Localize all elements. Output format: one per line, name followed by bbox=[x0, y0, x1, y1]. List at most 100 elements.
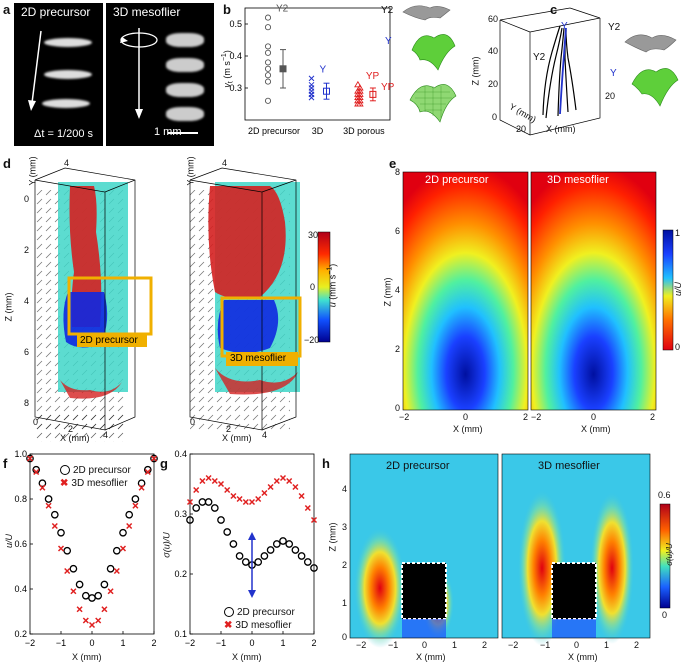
data-point bbox=[293, 485, 298, 490]
d-cbar-label: u (mm s−1) bbox=[326, 264, 337, 308]
panel-h: h 2D precursor 3D mesoflier Z ( bbox=[322, 448, 685, 666]
d-ztick: 0 bbox=[24, 194, 29, 204]
h-cbar-tick: 0.6 bbox=[658, 490, 671, 500]
data-point bbox=[265, 98, 270, 103]
d-cbar-exp: −1 bbox=[326, 267, 333, 275]
data-point bbox=[121, 546, 126, 551]
c-ytick: 20 bbox=[516, 124, 526, 134]
h2-xtick: −2 bbox=[508, 640, 518, 650]
data-point bbox=[108, 589, 113, 594]
data-point bbox=[194, 488, 199, 493]
circle-marker-icon bbox=[224, 607, 234, 617]
data-point bbox=[250, 500, 255, 505]
box-3d-mesoflier bbox=[190, 168, 300, 430]
data-point bbox=[218, 517, 224, 523]
cross-marker-icon: ✖ bbox=[60, 478, 68, 489]
c-rtick: 20 bbox=[605, 91, 615, 101]
c-ztick: 60 bbox=[488, 14, 498, 24]
data-point bbox=[265, 15, 270, 20]
y-shape-icon bbox=[632, 68, 678, 106]
mesoflier-icons bbox=[400, 0, 460, 150]
colorbar-e bbox=[663, 230, 673, 350]
data-point bbox=[52, 512, 58, 518]
e-xtick: 0 bbox=[463, 412, 468, 422]
x-category-label: 2D precursor bbox=[248, 126, 300, 136]
d-cbar-unit: (mm s bbox=[327, 275, 337, 300]
d-xtick: 0 bbox=[33, 417, 38, 427]
e2-xtick: 0 bbox=[591, 412, 596, 422]
f-legend-label-2d: 2D precursor bbox=[73, 465, 131, 476]
panel-a: a 2D precursor Δt = 1/200 s 3D mesoflier… bbox=[0, 0, 215, 150]
velocity-maps bbox=[385, 152, 685, 442]
data-point bbox=[96, 618, 101, 623]
image-3d-mesoflier: 3D mesoflier 1 mm bbox=[106, 3, 214, 146]
data-point bbox=[133, 503, 138, 508]
data-point bbox=[52, 524, 57, 529]
data-point bbox=[225, 488, 230, 493]
g-legend-label-2d: 2D precursor bbox=[237, 607, 295, 618]
y-shape-icon bbox=[412, 34, 455, 70]
e-ztick: 4 bbox=[395, 285, 400, 295]
d-cbar-tick: −20 bbox=[304, 335, 319, 345]
xtick-label: 0 bbox=[89, 638, 94, 648]
series-label: YP bbox=[366, 71, 380, 82]
e-cbar-label: u/U bbox=[673, 282, 683, 296]
g-legend-item-2d: 2D precursor bbox=[224, 606, 295, 619]
y2-shape-icon bbox=[403, 6, 450, 20]
data-point bbox=[299, 494, 304, 499]
xtick-label: 1 bbox=[280, 638, 285, 648]
body-mask-2d bbox=[402, 563, 446, 619]
c-shape-icons bbox=[620, 20, 685, 130]
d-ylabel: Y (mm) bbox=[28, 156, 38, 185]
c-legend-y2: Y2 bbox=[608, 22, 620, 33]
data-point bbox=[309, 76, 314, 81]
dt-label: Δt = 1/200 s bbox=[34, 128, 93, 140]
xtick-label: 1 bbox=[120, 638, 125, 648]
data-point bbox=[114, 548, 120, 554]
f-legend-item-3d: ✖ 3D mesoflier bbox=[60, 477, 131, 490]
c-ztick: 20 bbox=[488, 79, 498, 89]
mean-marker bbox=[280, 66, 286, 72]
d-ztick: 6 bbox=[24, 347, 29, 357]
rotation-arrow-icon bbox=[106, 3, 214, 146]
data-point bbox=[265, 60, 270, 65]
data-point bbox=[305, 559, 311, 565]
c-legend-y: Y bbox=[610, 68, 617, 79]
data-point bbox=[274, 479, 279, 484]
f-legend-item-2d: 2D precursor bbox=[60, 464, 131, 477]
g-ylabel: σ(u)/U bbox=[162, 532, 172, 557]
xtick-label: −1 bbox=[216, 638, 226, 648]
data-point bbox=[243, 559, 249, 565]
legend-b-y: Y bbox=[385, 36, 392, 47]
f-legend: 2D precursor ✖ 3D mesoflier bbox=[60, 464, 131, 490]
data-point bbox=[268, 485, 273, 490]
chart-g: 0.4 0.3 0.2 0.1−2 −1 0 1 2 bbox=[160, 448, 320, 666]
h-ztick: 2 bbox=[342, 560, 347, 570]
circle-marker-icon bbox=[60, 465, 70, 475]
h-xtick: −1 bbox=[388, 640, 398, 650]
data-point bbox=[280, 538, 286, 544]
data-point bbox=[71, 589, 76, 594]
d2-ytick: 4 bbox=[222, 158, 227, 168]
data-point bbox=[281, 476, 286, 481]
d2-ylabel: Y (mm) bbox=[186, 156, 196, 185]
h-ztick: 0 bbox=[342, 632, 347, 642]
panel-c: c Y2 Y Z (mm) 60 40 20 0 Y (mm) 20 X (mm… bbox=[460, 0, 685, 150]
d-cbar-tick: 0 bbox=[310, 282, 315, 292]
d2-xlabel: X (mm) bbox=[222, 433, 252, 443]
e2-xlabel: X (mm) bbox=[581, 424, 611, 434]
data-point bbox=[261, 553, 267, 559]
fall-arrow-icon bbox=[14, 3, 103, 146]
data-point bbox=[46, 503, 51, 508]
data-point bbox=[101, 581, 107, 587]
ytick-label: 0.8 bbox=[14, 494, 27, 504]
data-point bbox=[77, 607, 82, 612]
h-ztick: 3 bbox=[342, 522, 347, 532]
ytick-label: 0.2 bbox=[174, 569, 187, 579]
box-edges bbox=[500, 18, 600, 135]
ytick-label: 0.4 bbox=[14, 584, 27, 594]
series-label: Y bbox=[320, 64, 327, 75]
data-point bbox=[70, 566, 76, 572]
c-trace-y: Y bbox=[561, 21, 568, 32]
data-point bbox=[292, 547, 298, 553]
